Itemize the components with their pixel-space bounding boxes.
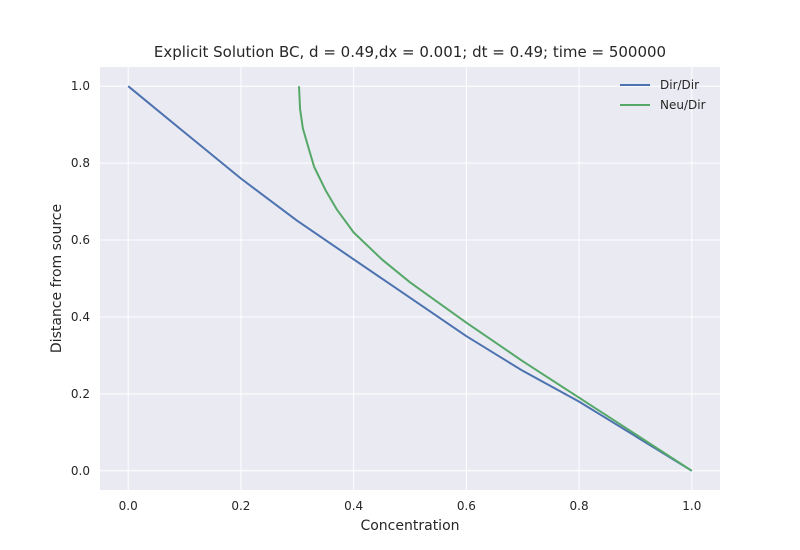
legend: Dir/Dir Neu/Dir xyxy=(620,78,706,112)
y-tick-label: 0.0 xyxy=(71,464,90,478)
y-axis-ticks: 0.0 0.2 0.4 0.6 0.8 1.0 xyxy=(71,79,90,478)
series-line-dir-dir xyxy=(127,85,693,472)
grid-lines xyxy=(100,67,720,490)
y-tick-label: 0.4 xyxy=(71,310,90,324)
x-tick-label: 0.0 xyxy=(119,499,138,513)
x-axis-ticks: 0.0 0.2 0.4 0.6 0.8 1.0 xyxy=(119,499,702,513)
chart-title: Explicit Solution BC, d = 0.49,dx = 0.00… xyxy=(154,43,666,61)
y-axis-label: Distance from source xyxy=(49,204,65,353)
plot-background xyxy=(100,67,720,490)
y-tick-label: 0.8 xyxy=(71,156,90,170)
x-axis-label: Concentration xyxy=(360,518,459,534)
series-line-neu-dir xyxy=(298,86,693,472)
series-layer xyxy=(127,85,693,472)
legend-label: Neu/Dir xyxy=(660,98,706,112)
x-tick-label: 0.6 xyxy=(457,499,476,513)
legend-label: Dir/Dir xyxy=(660,78,699,92)
x-tick-label: 0.2 xyxy=(231,499,250,513)
x-tick-label: 1.0 xyxy=(682,499,701,513)
x-tick-label: 0.4 xyxy=(344,499,363,513)
y-tick-label: 1.0 xyxy=(71,79,90,93)
y-tick-label: 0.6 xyxy=(71,233,90,247)
y-tick-label: 0.2 xyxy=(71,387,90,401)
x-tick-label: 0.8 xyxy=(570,499,589,513)
